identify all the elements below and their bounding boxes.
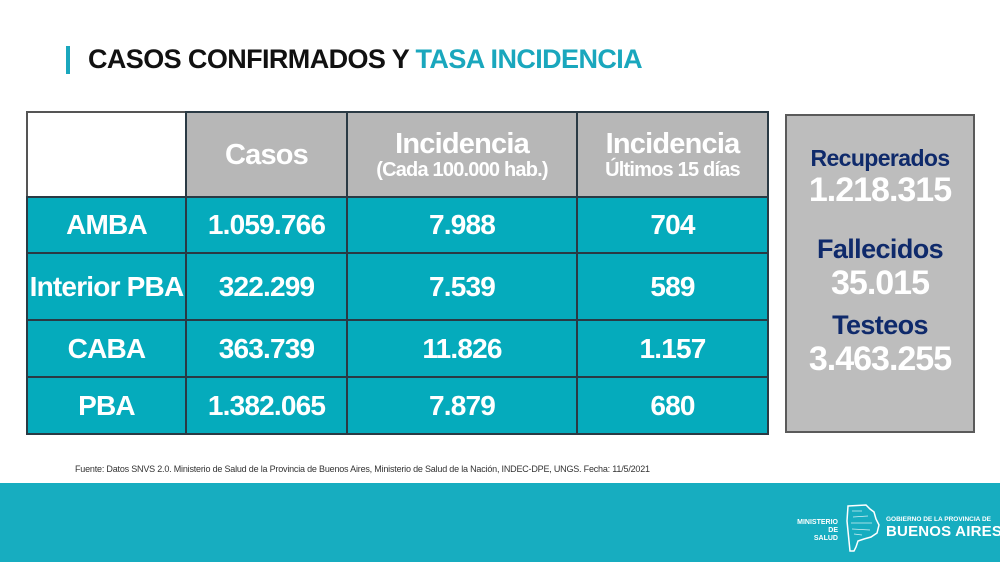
testeos-value: 3.463.255 [808, 340, 952, 378]
header-casos: Casos [185, 111, 348, 198]
table-row: CABA 363.739 11.826 1.157 [26, 319, 769, 378]
ministerio-line-2: SALUD [813, 535, 838, 542]
recuperados-value: 1.218.315 [808, 171, 952, 209]
header-incidencia: Incidencia (Cada 100.000 hab.) [346, 111, 578, 198]
incidencia-15-cell: 1.157 [576, 319, 769, 378]
region-cell: AMBA [26, 196, 187, 254]
incidencia-cell: 7.879 [346, 376, 578, 435]
incidencia-15-cell: 589 [576, 252, 769, 321]
header-casos-label: Casos [224, 138, 309, 171]
ministerio-line-1: MINISTERIO DE [797, 519, 838, 534]
header-incidencia-15: Incidencia Últimos 15 días [576, 111, 769, 198]
region-cell: CABA [26, 319, 187, 378]
cases-table: Casos Incidencia (Cada 100.000 hab.) Inc… [26, 111, 769, 435]
header-incidencia-15-sublabel: Últimos 15 días [605, 158, 741, 181]
recuperados-label: Recuperados [810, 145, 950, 171]
casos-cell: 1.382.065 [185, 376, 348, 435]
incidencia-cell: 7.539 [346, 252, 578, 321]
gobierno-buenos-aires-logo: GOBIERNO DE LA PROVINCIA DE BUENOS AIRES [886, 516, 1000, 539]
table-row: Interior PBA 322.299 7.539 589 [26, 252, 769, 321]
incidencia-cell: 11.826 [346, 319, 578, 378]
region-cell: Interior PBA [26, 252, 187, 321]
incidencia-15-cell: 680 [576, 376, 769, 435]
header-incidencia-label: Incidencia [395, 127, 530, 160]
header-blank-cell [26, 111, 187, 198]
page-title: CASOS CONFIRMADOS Y TASA INCIDENCIA [88, 44, 643, 75]
summary-panel: Recuperados 1.218.315 Fallecidos 35.015 … [785, 114, 975, 433]
casos-cell: 322.299 [185, 252, 348, 321]
incidencia-15-cell: 704 [576, 196, 769, 254]
title-part-2: TASA INCIDENCIA [415, 44, 643, 74]
casos-cell: 1.059.766 [185, 196, 348, 254]
fallecidos-label: Fallecidos [816, 234, 944, 264]
province-map-icon [846, 504, 880, 552]
title-part-1: CASOS CONFIRMADOS Y [88, 44, 416, 74]
buenos-aires-line: BUENOS AIRES [886, 523, 1000, 540]
fallecidos-value: 35.015 [831, 264, 930, 302]
table-header-row: Casos Incidencia (Cada 100.000 hab.) Inc… [26, 111, 769, 198]
title-accent-bar [66, 46, 70, 74]
incidencia-cell: 7.988 [346, 196, 578, 254]
source-note: Fuente: Datos SNVS 2.0. Ministerio de Sa… [75, 464, 650, 474]
table-row: AMBA 1.059.766 7.988 704 [26, 196, 769, 254]
header-incidencia-15-label: Incidencia [605, 127, 741, 160]
ministerio-salud-logo: MINISTERIO DE SALUD [786, 519, 838, 543]
testeos-label: Testeos [832, 310, 928, 340]
region-cell: PBA [26, 376, 187, 435]
header-incidencia-sublabel: (Cada 100.000 hab.) [376, 158, 548, 181]
table-row: PBA 1.382.065 7.879 680 [26, 376, 769, 435]
gobierno-line: GOBIERNO DE LA PROVINCIA DE [886, 516, 991, 523]
casos-cell: 363.739 [185, 319, 348, 378]
footer-band [0, 483, 1000, 562]
